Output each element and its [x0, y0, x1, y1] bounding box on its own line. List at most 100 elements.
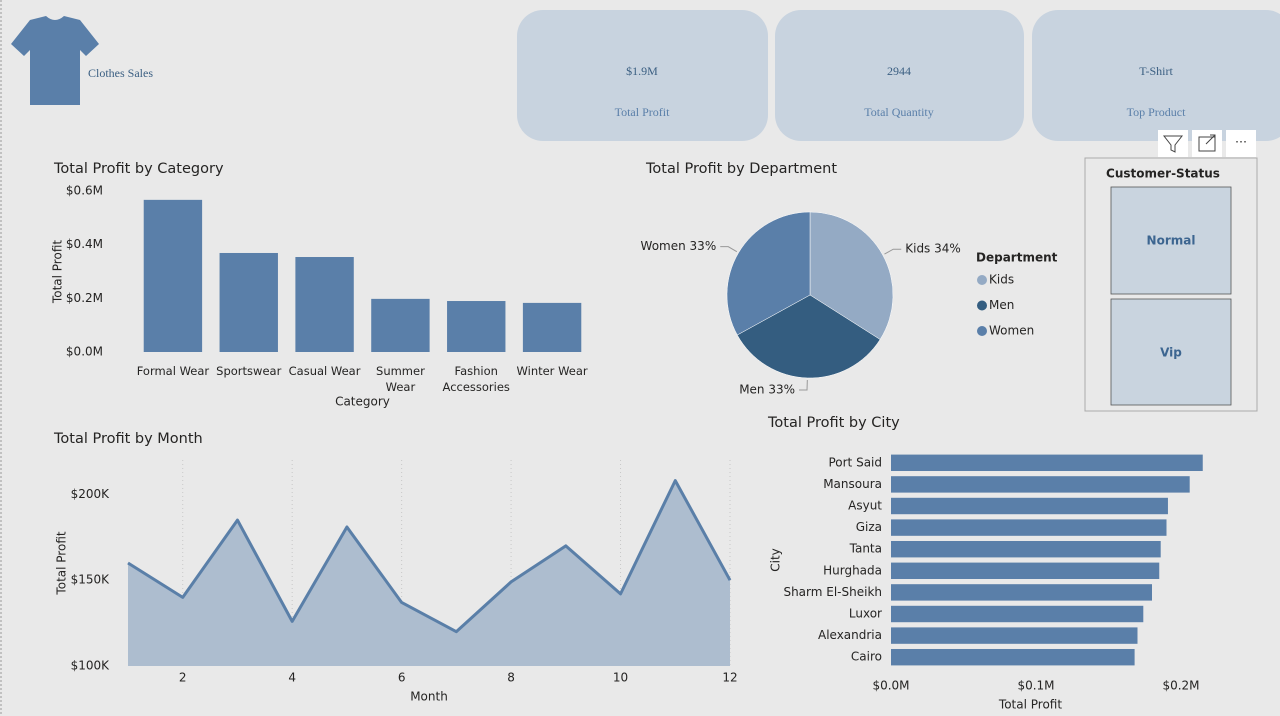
slicer-title: Customer-Status [1106, 167, 1220, 181]
slicer-item[interactable] [1110, 186, 1232, 295]
focus-icon [1198, 134, 1216, 152]
bar [371, 298, 430, 352]
slicer-item-label[interactable]: Normal [1147, 234, 1196, 248]
y-axis-title: City [769, 548, 783, 572]
filter-icon [1162, 135, 1184, 153]
more-icon: ⋯ [1235, 135, 1247, 149]
y-tick-label: Giza [856, 520, 882, 534]
y-axis-title: Total Profit [55, 531, 69, 595]
y-tick-label: Tanta [849, 542, 882, 556]
page-title: Clothes Sales [88, 66, 153, 80]
legend-swatch [977, 300, 987, 311]
y-tick-label: Alexandria [818, 628, 882, 642]
kpi-card [1032, 10, 1280, 141]
legend-swatch [977, 275, 987, 285]
y-tick-label: $0.0M [66, 345, 103, 359]
legend-title: Department [976, 251, 1058, 265]
bar [891, 584, 1152, 601]
bar [891, 497, 1168, 515]
x-tick-label: $0.0M [872, 679, 909, 693]
y-tick-label: $0.2M [66, 291, 103, 305]
kpi-label: Top Product [1127, 105, 1186, 119]
bar [891, 605, 1144, 623]
pie-slice [809, 211, 894, 340]
y-tick-label: Port Said [828, 455, 882, 469]
bar [295, 257, 354, 352]
x-tick-label: $0.2M [1162, 679, 1199, 693]
x-axis-title: Category [335, 395, 390, 409]
bar [891, 627, 1138, 644]
x-tick-label-box: Sportswear [216, 364, 282, 378]
chart-title: Total Profit by Category [53, 161, 224, 177]
bar [891, 648, 1135, 666]
more-button[interactable] [1226, 130, 1256, 157]
slicer-frame [1084, 157, 1258, 412]
y-tick-label: $0.6M [66, 184, 103, 198]
legend-label: Women [989, 324, 1034, 338]
x-tick-label: 6 [398, 671, 406, 685]
bar [891, 562, 1160, 580]
x-tick-label: Winter Wear [516, 364, 588, 378]
chart-title: Total Profit by Department [645, 161, 837, 177]
data-label: Women 33% [641, 239, 717, 253]
slicer-item-label[interactable]: Vip [1160, 346, 1182, 360]
x-tick-label: 10 [613, 671, 628, 685]
y-tick-label: Cairo [851, 650, 882, 664]
x-tick-label: Sportswear [216, 364, 282, 378]
y-tick-label: Sharm El-Sheikh [783, 585, 882, 599]
kpi-card [775, 10, 1024, 141]
bar [219, 252, 278, 352]
x-tick-label: 2 [179, 671, 187, 685]
line [127, 479, 732, 634]
x-tick-label-box: Casual Wear [288, 364, 361, 378]
y-tick-label: $200K [71, 487, 111, 501]
pie-slice [726, 211, 811, 336]
x-tick-label: 4 [288, 671, 296, 685]
kpi-value: 2944 [887, 64, 911, 78]
kpi-label: Total Profit [615, 105, 670, 119]
y-tick-label: $100K [71, 659, 111, 673]
kpi-value: T-Shirt [1139, 64, 1173, 78]
y-tick-label: $150K [71, 573, 111, 587]
kpi-value: $1.9M [626, 64, 658, 78]
bar [891, 519, 1167, 536]
x-tick-label-box: Fashion Accessories [442, 364, 510, 394]
x-tick-label: Fashion Accessories [442, 364, 510, 394]
slicer-item[interactable] [1110, 298, 1232, 406]
bar [143, 199, 203, 352]
bar [891, 540, 1161, 558]
x-tick-label-box: Winter Wear [516, 364, 588, 378]
leader-line [799, 379, 808, 391]
data-label: Kids 34% [905, 242, 961, 256]
legend-swatch [977, 326, 987, 336]
leader-line [884, 248, 902, 255]
y-tick-label: Hurghada [823, 563, 882, 577]
x-tick-label: 8 [507, 671, 515, 685]
x-tick-label-box: Formal Wear [136, 364, 210, 378]
x-axis-title: Month [410, 690, 448, 704]
kpi-card [517, 10, 768, 141]
bar [891, 454, 1203, 472]
x-tick-label: 12 [722, 671, 737, 685]
chart-title: Total Profit by Month [53, 431, 203, 447]
legend-label: Kids [989, 273, 1014, 287]
x-tick-label: Summer Wear [376, 364, 425, 394]
tshirt-icon [11, 16, 99, 105]
pie-slice [736, 294, 881, 379]
filter-button[interactable] [1158, 130, 1188, 157]
x-tick-label: Formal Wear [136, 364, 210, 378]
x-tick-label: $0.1M [1017, 679, 1054, 693]
legend-label: Men [989, 298, 1014, 312]
leader-line [720, 246, 738, 253]
y-tick-label: Luxor [849, 607, 882, 621]
data-label: Men 33% [739, 382, 795, 396]
x-tick-label-box: Summer Wear [376, 364, 425, 394]
bar [891, 476, 1190, 493]
x-axis-title: Total Profit [998, 698, 1062, 712]
area-fill [128, 480, 730, 666]
bar [522, 302, 582, 352]
bar [447, 301, 506, 352]
y-tick-label: Mansoura [823, 477, 882, 491]
x-tick-label: Casual Wear [288, 364, 361, 378]
